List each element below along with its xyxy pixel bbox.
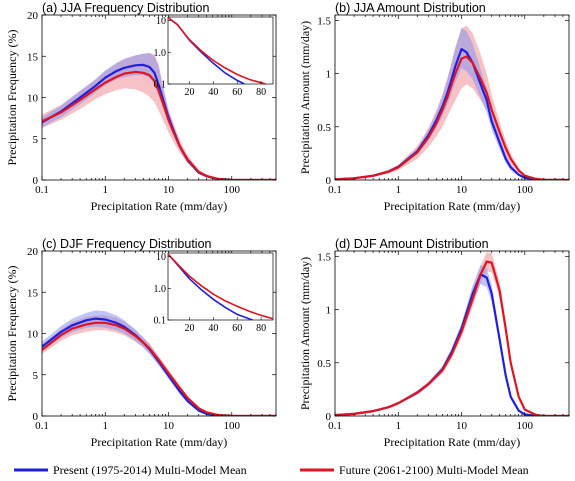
future-series-line	[42, 70, 276, 180]
future-series-line	[42, 321, 276, 416]
y-tick-label: 15	[27, 51, 39, 63]
plot-area	[335, 25, 569, 180]
panel-title: (b) JJA Amount Distribution	[335, 1, 486, 15]
plot-area	[42, 310, 276, 416]
y-tick-label: 10	[27, 329, 39, 341]
y-tick-label: 10	[27, 93, 39, 105]
inset-x-tick-label: 20	[184, 323, 194, 334]
present-series-line	[335, 273, 569, 416]
future-series-line	[335, 260, 569, 416]
x-tick-label: 100	[517, 184, 534, 196]
inset-frame	[167, 252, 274, 321]
inset-frame	[167, 16, 274, 85]
y-axis-label: Precipitation Amount (mm/day)	[298, 257, 312, 410]
x-tick-label: 1	[103, 420, 109, 432]
inset-y-tick-label: 1.0	[154, 284, 167, 295]
inset-x-tick-label: 20	[184, 87, 194, 98]
x-tick-label: 10	[456, 184, 468, 196]
panel-d: (d) DJF Amount Distribution 0.1 1 10 100 0 0.5…	[298, 237, 570, 449]
panel-title: (a) JJA Frequency Distribution	[42, 1, 209, 15]
legend-present-label: Present (1975-2014) Multi-Model Mean	[53, 463, 247, 477]
x-tick-label: 100	[224, 184, 241, 196]
y-tick-label: 20	[27, 246, 39, 258]
inset-y-tick-label: 1.0	[154, 48, 167, 59]
x-tick-label: 0.1	[328, 420, 342, 432]
inset-y-tick-label: 0.1	[154, 316, 167, 327]
x-axis-label: Precipitation Rate (mm/day)	[91, 199, 228, 213]
x-tick-label: 1	[103, 184, 109, 196]
x-axis-label: Precipitation Rate (mm/day)	[91, 435, 228, 449]
y-tick-label: 1	[326, 305, 332, 317]
y-tick-label: 0	[33, 175, 39, 187]
y-axis-label: Precipitation Frequency (%)	[5, 266, 19, 402]
inset-plot-area	[168, 17, 267, 84]
y-tick-label: 0.5	[317, 122, 331, 134]
inset-y-tick-label: 0.1	[154, 80, 167, 91]
inset-x-tick-label: 80	[256, 323, 266, 334]
inset-future-line	[168, 253, 273, 320]
y-tick-label: 0	[326, 411, 332, 423]
inset-x-tick-label: 60	[232, 87, 242, 98]
x-axis-label: Precipitation Rate (mm/day)	[384, 435, 521, 449]
future-spread-band	[335, 252, 569, 416]
inset-a: 20 40 60 80 10 1.0 0.1	[154, 16, 274, 98]
legend-future-label: Future (2061-2100) Multi-Model Mean	[339, 463, 529, 477]
future-spread-band	[335, 25, 569, 180]
y-tick-label: 1	[326, 69, 332, 81]
inset-x-tick-label: 40	[208, 323, 218, 334]
plot-area	[42, 53, 276, 180]
y-tick-label: 20	[27, 10, 39, 22]
y-tick-label: 0	[326, 175, 332, 187]
inset-plot-area	[168, 253, 273, 320]
y-tick-label: 0	[33, 411, 39, 423]
inset-x-tick-label: 80	[256, 87, 266, 98]
y-tick-label: 5	[33, 134, 39, 146]
x-tick-label: 0.1	[328, 184, 342, 196]
y-tick-label: 0.5	[317, 358, 331, 370]
present-spread-band	[335, 264, 569, 416]
y-tick-label: 15	[27, 287, 39, 299]
panel-title: (c) DJF Frequency Distribution	[42, 237, 212, 251]
x-tick-label: 10	[456, 420, 468, 432]
x-tick-label: 0.1	[35, 420, 49, 432]
legend: Present (1975-2014) Multi-Model Mean Futu…	[14, 463, 529, 477]
y-axis-label: Precipitation Amount (mm/day)	[298, 21, 312, 174]
inset-present-line	[168, 253, 253, 320]
inset-x-tick-label: 40	[208, 87, 218, 98]
inset-x-tick-label: 60	[232, 323, 242, 334]
y-tick-label: 1.5	[317, 15, 331, 27]
x-tick-label: 10	[163, 420, 175, 432]
inset-y-tick-label: 10	[156, 16, 166, 27]
x-axis-label: Precipitation Rate (mm/day)	[384, 199, 521, 213]
x-tick-label: 10	[163, 184, 175, 196]
y-tick-label: 5	[33, 370, 39, 382]
axes-frame	[334, 250, 570, 417]
y-tick-label: 1.5	[317, 251, 331, 263]
x-tick-label: 100	[224, 420, 241, 432]
y-axis-label: Precipitation Frequency (%)	[5, 30, 19, 166]
panel-b: (b) JJA Amount Distribution 0.1 1 10 100 0 0.5…	[298, 1, 570, 213]
x-tick-label: 1	[396, 420, 402, 432]
x-tick-label: 1	[396, 184, 402, 196]
x-tick-label: 0.1	[35, 184, 49, 196]
future-series-line	[335, 55, 569, 180]
inset-y-tick-label: 10	[156, 252, 166, 263]
plot-area	[335, 252, 569, 416]
panel-title: (d) DJF Amount Distribution	[335, 237, 489, 251]
inset-c: 20 40 60 80 10 1.0 0.1	[154, 252, 274, 334]
x-tick-label: 100	[517, 420, 534, 432]
inset-future-line	[168, 17, 267, 84]
